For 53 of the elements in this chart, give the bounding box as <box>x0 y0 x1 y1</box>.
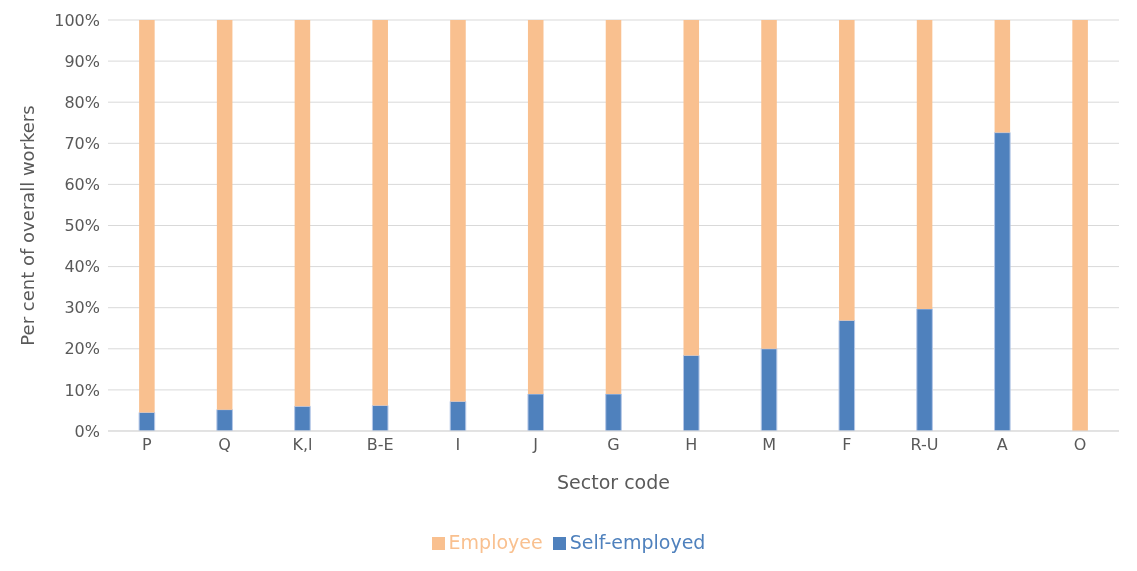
x-tick-label: I <box>455 435 461 455</box>
y-tick-label: 100% <box>54 10 100 30</box>
x-tick-label: A <box>996 435 1008 455</box>
bar <box>216 409 233 431</box>
bar <box>372 20 388 406</box>
bar <box>138 412 156 431</box>
x-tick-label: F <box>842 435 852 455</box>
bar <box>761 20 777 349</box>
y-tick-label: 90% <box>64 51 100 71</box>
bar <box>839 20 855 321</box>
y-tick-label: 50% <box>64 216 100 236</box>
y-tick-label: 0% <box>74 421 100 441</box>
legend-label: Self-employed <box>569 531 706 553</box>
bar <box>371 405 389 431</box>
x-tick-label: B-E <box>366 435 394 455</box>
y-tick-label: 30% <box>64 298 100 318</box>
bar <box>216 20 233 410</box>
x-axis-title: Sector code <box>557 471 670 493</box>
bar <box>294 20 311 407</box>
x-tick-label: G <box>607 435 620 455</box>
bar <box>916 308 933 431</box>
bar <box>916 20 933 309</box>
bar <box>682 354 700 431</box>
bar <box>294 405 311 431</box>
bar <box>683 20 700 356</box>
bar <box>838 319 856 431</box>
y-tick-label: 20% <box>64 339 100 359</box>
x-tick-label: P <box>142 435 153 455</box>
bar <box>527 393 545 431</box>
bar <box>450 20 466 402</box>
bar <box>605 393 622 431</box>
y-tick-label: 10% <box>64 380 100 400</box>
x-tick-label: M <box>762 435 776 455</box>
x-tick-label: Q <box>218 435 231 455</box>
y-tick-label: 80% <box>64 92 100 112</box>
bar <box>1072 20 1088 431</box>
bar <box>994 20 1011 133</box>
legend-label: Employee <box>448 531 543 553</box>
x-tick-label: R-U <box>910 435 939 455</box>
x-tick-label: O <box>1073 435 1087 455</box>
bar <box>139 20 155 413</box>
bar <box>605 20 622 395</box>
bar <box>760 348 778 431</box>
x-tick-label: K,l <box>292 435 313 455</box>
x-tick-label: H <box>685 435 698 455</box>
y-tick-label: 60% <box>64 175 100 195</box>
y-tick-label: 40% <box>64 257 100 277</box>
x-tick-label: J <box>532 435 539 455</box>
y-tick-label: 70% <box>64 133 100 153</box>
bar <box>994 132 1011 431</box>
bar <box>449 400 467 431</box>
bar <box>527 20 544 395</box>
y-axis-title: Per cent of overall workers <box>17 105 39 346</box>
